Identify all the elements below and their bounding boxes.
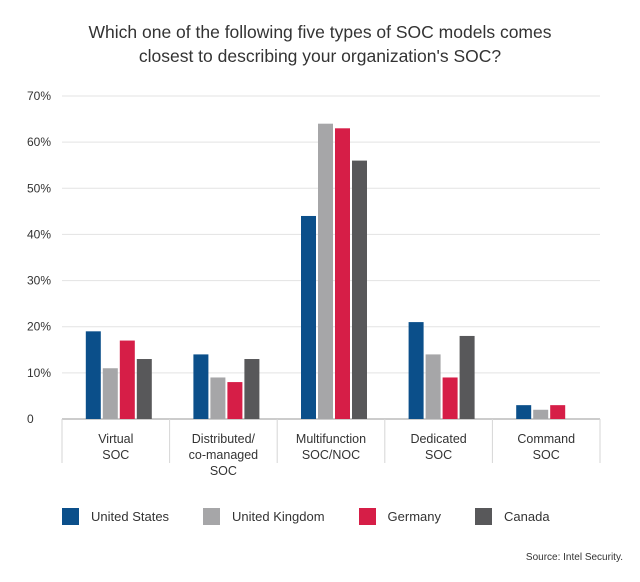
x-tick-label: Virtual	[98, 432, 133, 446]
bar-germany	[119, 340, 135, 419]
legend-swatch	[475, 508, 493, 525]
x-tick-label: Command	[517, 432, 575, 446]
bar-united-kingdom	[102, 368, 118, 419]
x-tick-label: SOC	[425, 448, 452, 462]
x-tick-label: SOC	[210, 464, 237, 478]
legend-label: Germany	[387, 509, 442, 524]
x-tick-label: Distributed/	[192, 432, 256, 446]
bar-united-kingdom	[425, 354, 441, 419]
bar-canada	[459, 335, 475, 419]
y-tick-label: 40%	[27, 227, 51, 241]
bar-united-states	[193, 354, 209, 419]
legend-item: United States	[62, 508, 169, 525]
legend-swatch	[62, 508, 79, 525]
y-tick-label: 60%	[27, 135, 51, 149]
bar-united-states	[408, 322, 424, 419]
x-tick-label: co-managed	[189, 448, 259, 462]
legend-label: United Kingdom	[232, 509, 325, 524]
legend-item: United Kingdom	[203, 508, 325, 525]
x-tick-label: SOC/NOC	[302, 448, 360, 462]
bar-united-kingdom	[533, 409, 549, 419]
chart-legend: United States United Kingdom Germany Canada	[62, 508, 550, 525]
legend-label: Canada	[504, 509, 550, 524]
bar-canada	[352, 160, 367, 419]
bar-germany	[227, 382, 243, 419]
x-tick-label: SOC	[102, 448, 129, 462]
bar-canada	[244, 359, 260, 419]
legend-swatch	[358, 508, 376, 525]
source-note: Source: Intel Security.	[525, 552, 623, 563]
chart-title-line-2: closest to describing your organization'…	[138, 46, 502, 66]
legend-item: Canada	[475, 508, 550, 525]
x-tick-label: SOC	[533, 448, 560, 462]
legend-swatch	[203, 508, 221, 525]
y-tick-label: 0	[27, 412, 34, 426]
bar-united-kingdom	[318, 123, 333, 419]
x-tick-label: Multifunction	[296, 432, 366, 446]
bar-germany	[442, 377, 458, 419]
bar-united-kingdom	[210, 377, 226, 419]
legend-item: Germany	[358, 508, 442, 525]
bar-united-states	[85, 331, 101, 419]
legend-label: United States	[91, 509, 170, 524]
y-tick-label: 30%	[27, 274, 51, 288]
chart-title-line-1: Which one of the following five types of…	[88, 22, 552, 42]
chart-title: Which one of the following five types of…	[40, 20, 600, 68]
bar-germany	[335, 128, 350, 420]
bar-chart: 0 10% 20% 30% 40% 50% 60% 70% Virtual SOC Distribu…	[27, 89, 601, 478]
bar-united-states	[516, 405, 532, 419]
y-tick-label: 50%	[27, 181, 51, 195]
bar-germany	[550, 405, 566, 419]
bar-united-states	[301, 215, 316, 419]
y-tick-label: 20%	[27, 320, 51, 334]
bar-canada	[136, 359, 152, 419]
y-tick-label: 10%	[27, 366, 51, 380]
y-tick-label: 70%	[27, 89, 51, 103]
x-tick-label: Dedicated	[410, 432, 466, 446]
